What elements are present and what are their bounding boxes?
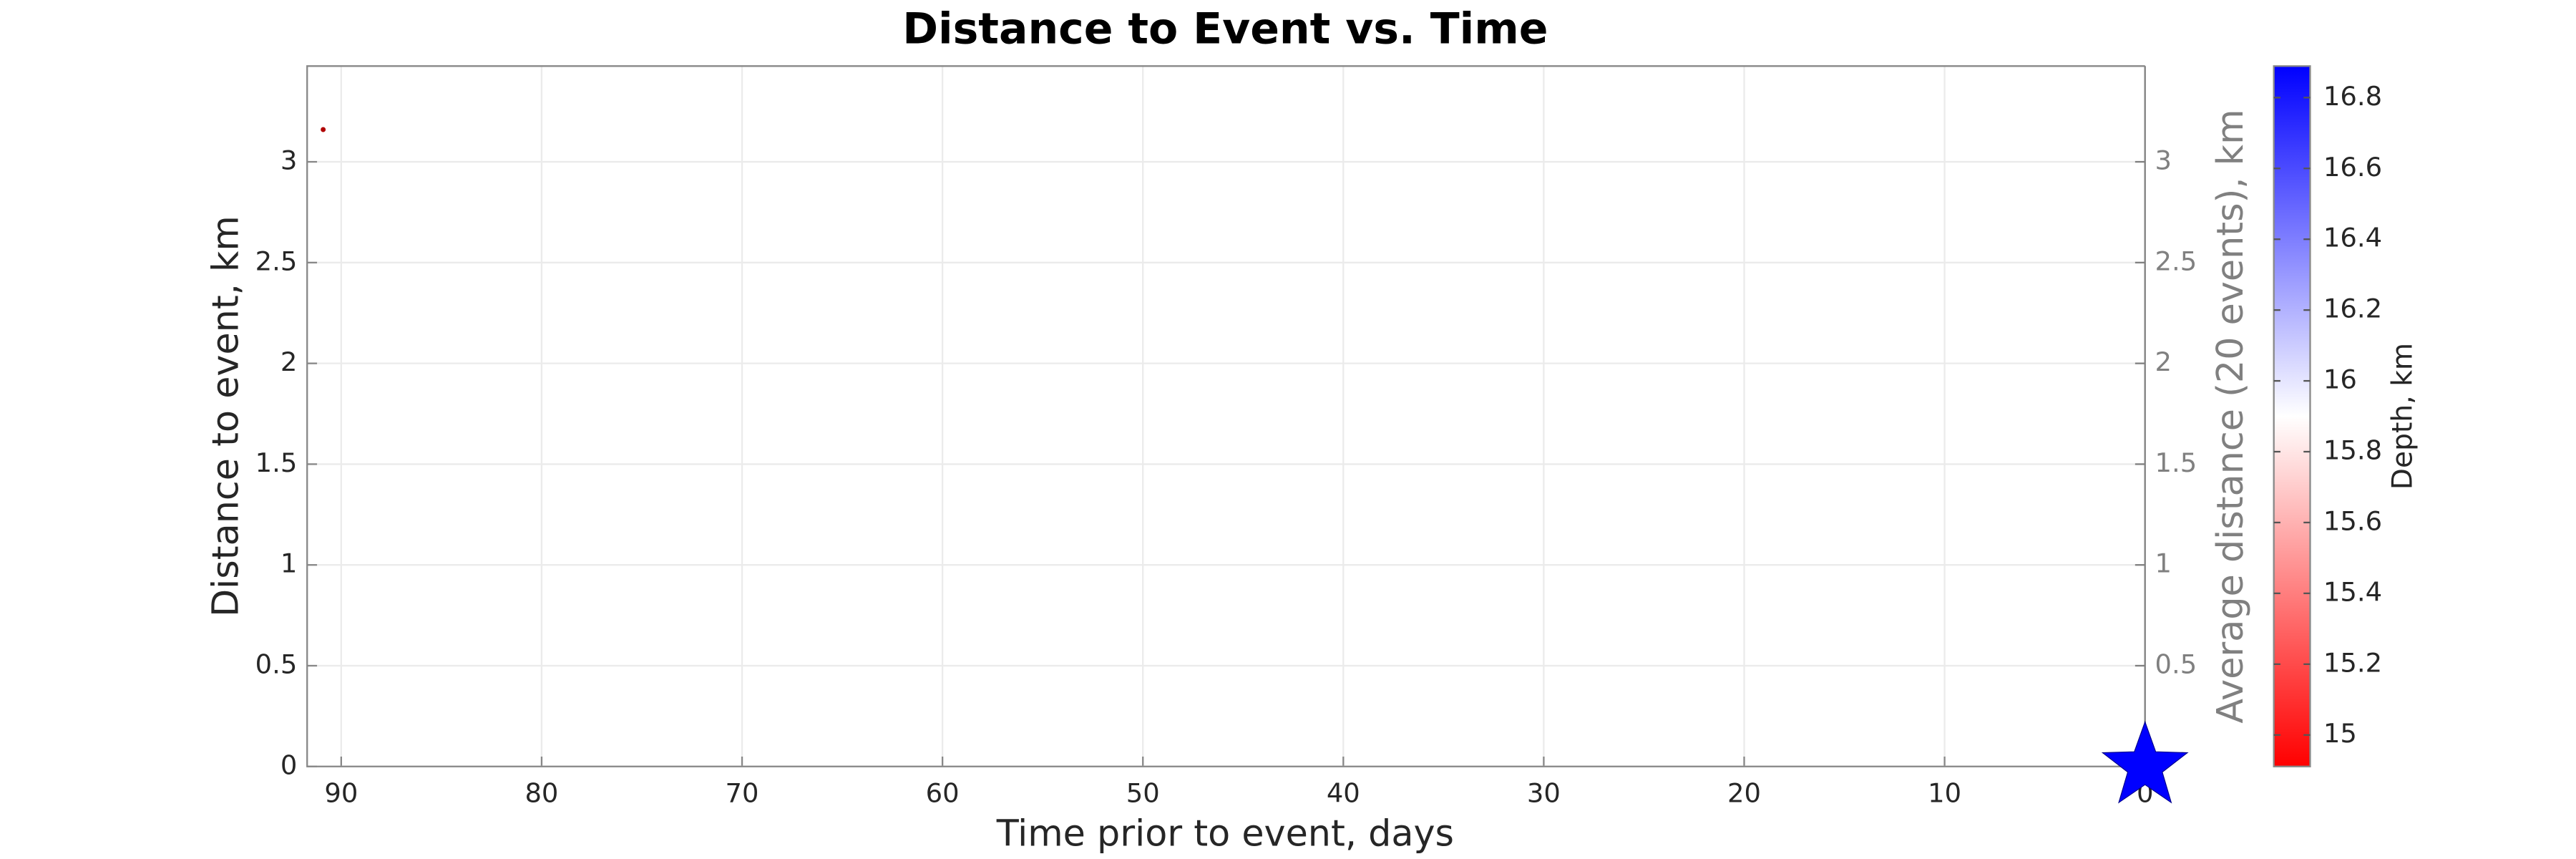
colorbar bbox=[2273, 65, 2311, 767]
colorbar-tick-label: 15.2 bbox=[2323, 647, 2382, 678]
colorbar-tick-label: 16.8 bbox=[2323, 81, 2382, 112]
y-tick-label: 2.5 bbox=[255, 246, 298, 276]
x-tick-label: 40 bbox=[1327, 778, 1360, 809]
y-tick-label: 1.5 bbox=[255, 447, 298, 478]
colorbar-tick-label: 15.4 bbox=[2323, 576, 2382, 607]
y-tick-label: 0 bbox=[280, 749, 297, 780]
colorbar-tick-label: 15 bbox=[2323, 718, 2357, 749]
y2-tick-label: 2 bbox=[2155, 346, 2172, 377]
y2-tick-label: 3 bbox=[2155, 145, 2172, 176]
x-tick-label: 70 bbox=[726, 778, 759, 809]
x-tick-label: 20 bbox=[1727, 778, 1761, 809]
y-tick-label: 2 bbox=[280, 346, 297, 377]
event-star bbox=[2101, 720, 2189, 804]
y-tick-label: 3 bbox=[280, 145, 297, 176]
colorbar-tick-label: 15.8 bbox=[2323, 435, 2382, 466]
colorbar-tick-label: 16 bbox=[2323, 364, 2357, 395]
y-axis-label: Distance to event, km bbox=[204, 215, 246, 617]
y2-tick-label: 1 bbox=[2155, 548, 2172, 579]
x-tick-label: 90 bbox=[324, 778, 358, 809]
colorbar-tick-label: 16.4 bbox=[2323, 223, 2382, 253]
y2-tick-label: 0.5 bbox=[2155, 649, 2197, 679]
colorbar-label: Depth, km bbox=[2387, 343, 2419, 490]
y2-tick-label: 2.5 bbox=[2155, 246, 2197, 276]
x-tick-label: 60 bbox=[926, 778, 960, 809]
plot-layer: 90 80 70 60 50 40 30 20 10 000.511.522.530.511.52… bbox=[255, 65, 2382, 809]
x-tick-label: 10 bbox=[1928, 778, 1961, 809]
y-tick-label: 1 bbox=[280, 548, 297, 579]
x-tick-label: 30 bbox=[1527, 778, 1561, 809]
y2-axis-label: Average distance (20 events), km bbox=[2209, 109, 2251, 723]
y-tick-label: 0.5 bbox=[255, 649, 298, 679]
x-tick-label: 80 bbox=[525, 778, 558, 809]
x-tick-label: 50 bbox=[1126, 778, 1160, 809]
colorbar-tick-label: 16.2 bbox=[2323, 293, 2382, 324]
y2-tick-label: 1.5 bbox=[2155, 447, 2197, 478]
axes-frame bbox=[306, 65, 2145, 767]
colorbar-tick-label: 16.6 bbox=[2323, 152, 2382, 183]
chart-title: Distance to Event vs. Time bbox=[902, 4, 1548, 54]
data-point bbox=[321, 127, 326, 132]
x-axis-label: Time prior to event, days bbox=[996, 812, 1454, 855]
colorbar-tick-label: 15.6 bbox=[2323, 505, 2382, 536]
